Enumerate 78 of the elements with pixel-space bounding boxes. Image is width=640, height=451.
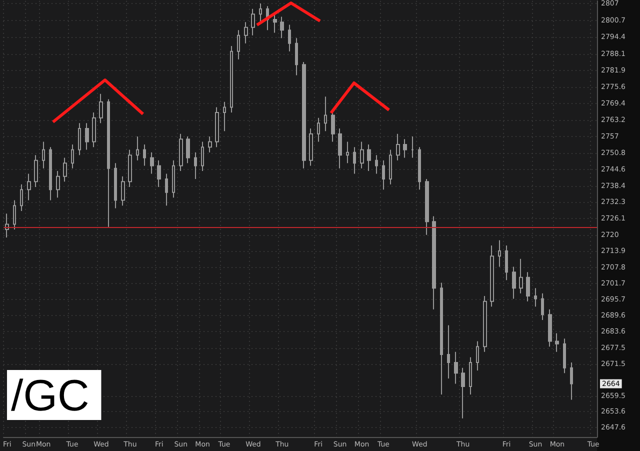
candlestick [288,24,291,52]
candlestick [259,3,262,23]
candlestick [461,367,465,419]
candlestick [157,160,161,188]
candlestick [114,162,117,209]
candlestick [27,173,31,201]
candlestick [418,146,421,190]
candlestick [280,16,284,39]
candlestick [490,245,494,308]
candlestick [251,8,255,36]
candlestick [447,324,450,379]
candlestick [570,362,573,400]
text: /GC [11,372,90,420]
candlestick [411,136,414,158]
candlestick [353,146,356,174]
candlestick [505,245,508,281]
candlestick [143,144,146,166]
candlestick [42,141,45,169]
candlestick [63,157,67,182]
candlestick [78,122,81,156]
candlestick [136,136,139,161]
candlestick [483,296,487,352]
candlestick [121,176,125,206]
candlestick [382,160,385,190]
candlestick [34,154,38,188]
candlestick [563,338,566,374]
candlestick [92,112,96,148]
candlestick [498,240,501,268]
candlestick [20,184,23,212]
candlestick [244,22,248,44]
candlestick [186,136,190,164]
candlestick [324,96,327,132]
candlestick [338,128,342,169]
candlestick [555,332,559,352]
candlestick [13,200,16,230]
candlestick [432,216,436,310]
candlestick [99,93,103,124]
candlestick [107,98,110,228]
candlestick [165,173,168,206]
candlestick [208,136,212,153]
candlestick [526,272,530,302]
candlestick [541,292,544,320]
candlestick [317,117,320,142]
candlestick [5,213,9,238]
candlestick [346,141,349,164]
candlestick [201,141,204,172]
candlestick [128,149,132,188]
candlestick [534,288,537,308]
candlestick [440,282,443,395]
candlestick [454,351,458,384]
candlestick [403,138,407,158]
candlestick [367,144,371,172]
candlestick [425,178,429,236]
candlestick [230,46,233,114]
candlestick [56,170,60,198]
candlestick [389,149,392,185]
candlestick [519,258,523,294]
candlestick [179,133,183,172]
candlestick [237,30,240,60]
candlestick [215,106,219,148]
candlestick [469,356,472,395]
candlestick [309,128,313,166]
candlestick [223,101,226,132]
candlestick [273,14,277,34]
candlestick [476,340,479,372]
candlestick [85,122,89,150]
candlestick [360,141,364,169]
candlestick [194,152,197,180]
candlestick [548,308,552,348]
candlestick [71,144,74,169]
candlestick [302,62,306,169]
candlestick [172,160,175,198]
candlestick [375,154,378,174]
candlestick [150,152,154,174]
candlestick [512,266,516,300]
candlestick [49,146,52,201]
candlestick [396,133,400,161]
candlestick [295,38,298,76]
